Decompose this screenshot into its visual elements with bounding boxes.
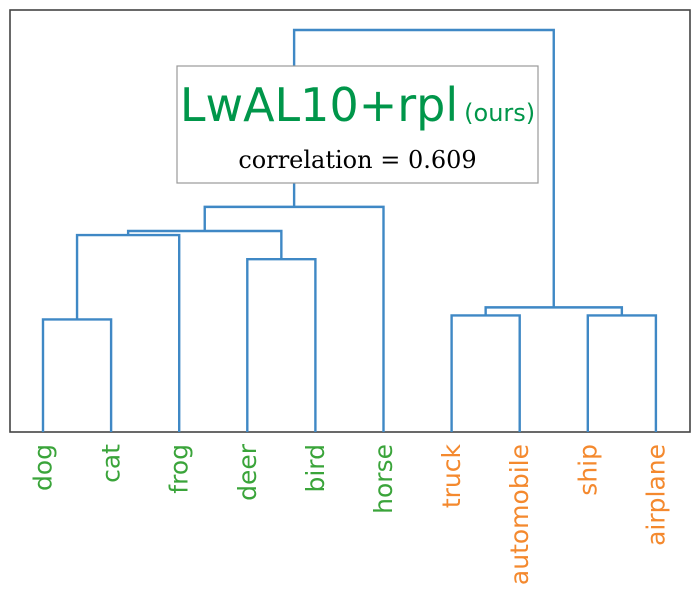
link-deer-bird: [246, 257, 317, 432]
leaf-label-ship: ship: [573, 444, 602, 496]
plot-frame: [9, 9, 691, 433]
leaf-label-horse: horse: [369, 444, 398, 514]
dendrogram-links: [41, 28, 658, 432]
leaf-label-deer: deer: [233, 443, 262, 501]
link-dog-cat: [41, 318, 113, 432]
link-dog+cat+frog+deer+bird-horse: [203, 205, 385, 432]
link-truck+automobile-ship+airplane: [484, 306, 624, 316]
correlation-text: correlation = 0.609: [238, 146, 476, 174]
link-ship-airplane: [586, 314, 658, 432]
leaf-label-bird: bird: [301, 444, 330, 493]
title-box-frame: [176, 65, 539, 184]
leaf-label-truck: truck: [437, 443, 466, 508]
title-box: LwAL10+rpl (ours) correlation = 0.609: [176, 65, 539, 184]
leaf-label-frog: frog: [165, 444, 194, 494]
leaf-label-cat: cat: [97, 444, 126, 483]
title-suffix: (ours): [464, 99, 535, 127]
title-text: LwAL10+rpl (ours): [180, 78, 535, 132]
leaf-label-airplane: airplane: [641, 444, 670, 546]
leaf-label-automobile: automobile: [505, 444, 534, 585]
leaf-labels: dog cat frog deer bird horse truck automobile sh…: [29, 443, 671, 585]
leaf-label-dog: dog: [29, 444, 58, 491]
title-main: LwAL10+rpl: [180, 78, 458, 132]
link-dog+cat-frog: [75, 233, 181, 432]
link-truck-automobile: [450, 314, 521, 432]
